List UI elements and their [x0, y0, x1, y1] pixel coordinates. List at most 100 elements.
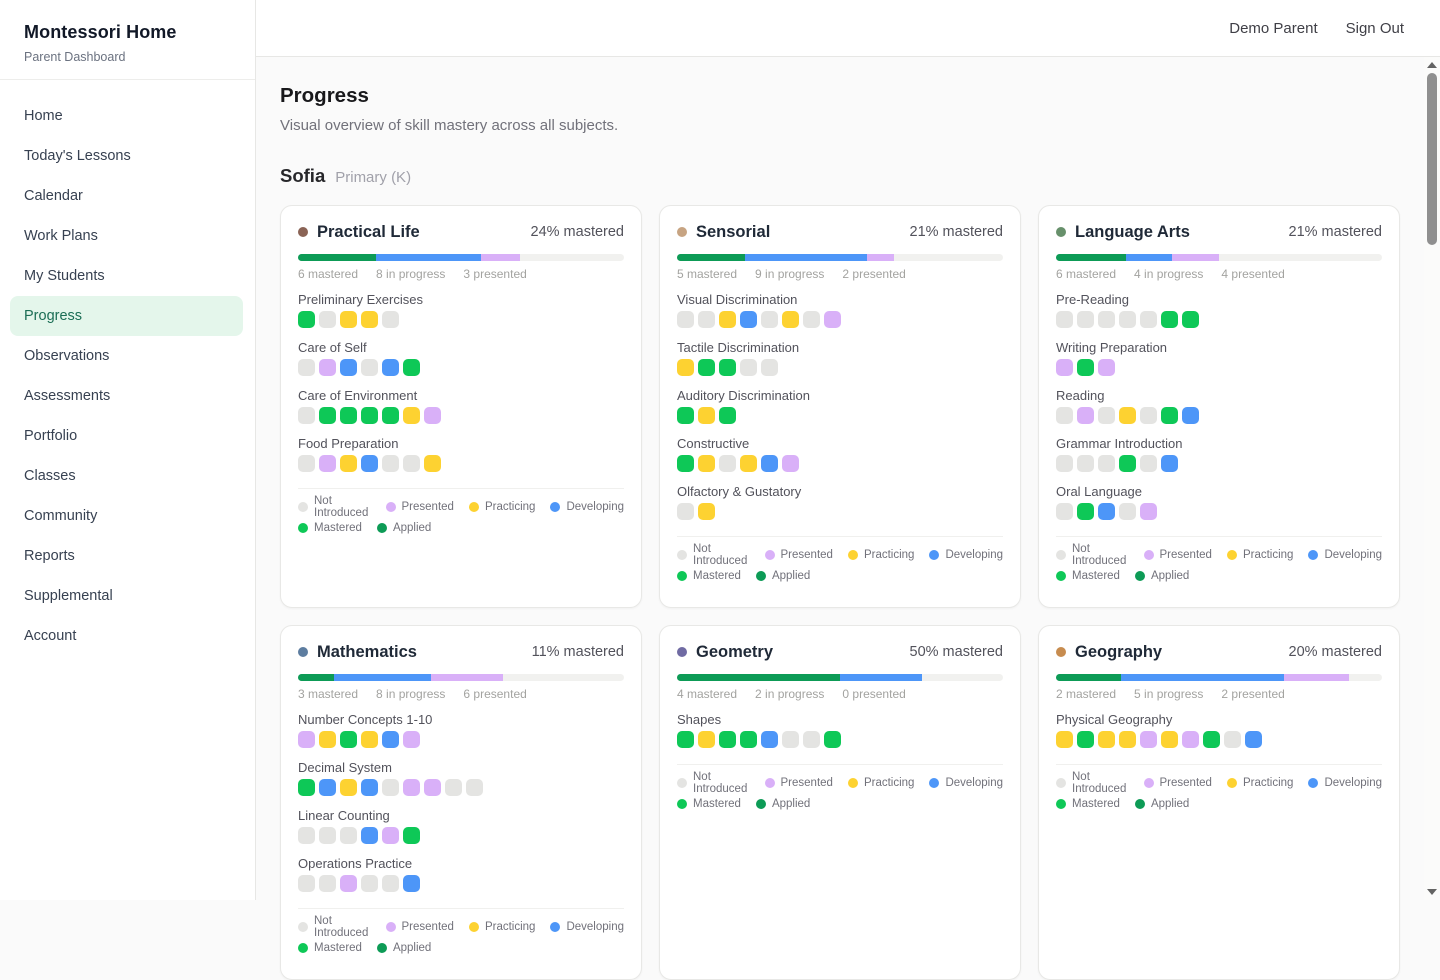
stat-presented: 3 presented	[463, 267, 527, 281]
legend-dot-icon	[929, 550, 940, 560]
legend-dot-icon	[385, 502, 396, 512]
legend-item-mastered: Mastered	[677, 798, 741, 810]
stat-presented: 0 presented	[842, 687, 906, 701]
skill-dot-presented	[319, 359, 336, 376]
skill-dot-developing	[761, 455, 778, 472]
skill-group-label: Visual Discrimination	[677, 292, 798, 307]
legend-dot-icon	[468, 502, 479, 512]
sidebar-item-work-plans[interactable]: Work Plans	[24, 228, 98, 244]
legend-dot-icon	[376, 523, 387, 533]
subject-name: Language Arts	[1075, 222, 1190, 241]
legend-label: Applied	[771, 798, 811, 810]
skill-dot-mastered	[403, 827, 420, 844]
legend-dot-icon	[550, 502, 561, 512]
sign-out-link[interactable]: Sign Out	[1345, 19, 1404, 37]
card-header: Sensorial 21% mastered	[677, 222, 1003, 242]
skill-dot-mastered	[382, 407, 399, 424]
skill-dot-developing	[319, 779, 336, 796]
app-title: Montessori Home	[24, 22, 177, 42]
legend-label: Mastered	[1072, 570, 1120, 582]
student-level: Primary (K)	[335, 169, 412, 186]
sidebar-item-reports[interactable]: Reports	[24, 548, 75, 564]
sidebar-item-home[interactable]: Home	[24, 108, 63, 124]
legend-item-developing: Developing	[1308, 777, 1382, 789]
skill-dot-developing	[403, 875, 420, 892]
legend-item-mastered: Mastered	[677, 570, 741, 582]
legend-label: Practicing	[863, 549, 915, 561]
skill-dot-practicing	[403, 407, 420, 424]
skill-group-label: Operations Practice	[298, 856, 413, 871]
skill-group-label: Reading	[1056, 388, 1105, 403]
legend-label: Applied	[392, 942, 432, 954]
skill-dot-not-introduced	[298, 407, 315, 424]
scrollbar-thumb[interactable]	[1427, 73, 1437, 245]
skill-dot-practicing	[1056, 731, 1073, 748]
card-header: Practical Life 24% mastered	[298, 222, 624, 242]
skill-group-grammar-introduction: Grammar Introduction	[1056, 436, 1382, 472]
skill-dot-not-introduced	[698, 311, 715, 328]
bar-segment-mastered	[1056, 674, 1122, 681]
bar-segment-mastered	[1056, 254, 1126, 261]
sidebar-item-progress[interactable]: Progress	[10, 296, 243, 336]
mastered-percentage: 11% mastered	[531, 644, 624, 660]
legend-dot-icon	[468, 922, 479, 932]
legend-dot-icon	[1056, 778, 1066, 788]
subject-stats: 2 mastered 5 in progress 2 presented	[1056, 687, 1382, 701]
skill-dot-developing	[1161, 455, 1178, 472]
scrollbar-up-arrow-icon[interactable]	[1427, 62, 1437, 68]
skill-dot-not-introduced	[1077, 455, 1094, 472]
legend-item-practicing: Practicing	[468, 501, 535, 513]
app-subtitle: Parent Dashboard	[24, 50, 126, 64]
skill-dots-row	[1056, 455, 1382, 472]
skill-dot-developing	[740, 311, 757, 328]
sidebar-item-classes[interactable]: Classes	[24, 468, 76, 484]
skill-dot-practicing	[698, 455, 715, 472]
sidebar-item-community[interactable]: Community	[24, 508, 98, 524]
skill-dot-mastered	[361, 407, 378, 424]
sidebar-item-calendar[interactable]: Calendar	[24, 188, 83, 204]
skill-dot-mastered	[1119, 455, 1136, 472]
sidebar-item-account[interactable]: Account	[24, 628, 77, 644]
legend-label: Developing	[945, 549, 1003, 561]
skill-dot-not-introduced	[1140, 455, 1157, 472]
legend-dot-icon	[1143, 550, 1154, 560]
legend-dot-icon	[1226, 778, 1237, 788]
legend-label: Presented	[401, 501, 454, 513]
skill-dot-not-introduced	[1119, 503, 1136, 520]
skill-dot-developing	[1182, 407, 1199, 424]
legend-item-applied: Applied	[1134, 570, 1189, 582]
sidebar-item-observations[interactable]: Observations	[24, 348, 110, 364]
legend-label: Developing	[1324, 777, 1382, 789]
sidebar-item-today-s-lessons[interactable]: Today's Lessons	[24, 148, 131, 164]
skill-dot-not-introduced	[677, 503, 694, 520]
sidebar-item-assessments[interactable]: Assessments	[24, 388, 111, 404]
legend-dot-icon	[376, 943, 387, 953]
skill-dot-mastered	[319, 407, 336, 424]
legend-item-practicing: Practicing	[1226, 777, 1293, 789]
skill-dot-mastered	[677, 407, 694, 424]
legend-row: Mastered Applied	[677, 570, 1003, 582]
skill-group-label: Shapes	[677, 712, 722, 727]
skill-dot-presented	[424, 779, 441, 796]
subject-color-dot-icon	[1056, 227, 1066, 237]
subject-cards-grid: Practical Life 24% mastered 6 mastered 8 in…	[280, 205, 1400, 980]
sidebar-item-portfolio[interactable]: Portfolio	[24, 428, 78, 444]
bar-segment-presented	[430, 674, 504, 681]
legend-dot-icon	[298, 523, 308, 533]
sidebar-item-supplemental[interactable]: Supplemental	[24, 588, 113, 604]
sidebar-item-my-students[interactable]: My Students	[24, 268, 105, 284]
legend-item-not-introduced: Not Introduced	[677, 771, 750, 795]
subject-name: Practical Life	[317, 222, 420, 241]
legend-dot-icon	[755, 571, 766, 581]
skill-dot-presented	[403, 779, 420, 796]
subject-card-practical-life: Practical Life 24% mastered 6 mastered 8 in…	[280, 205, 642, 608]
legend-row: Mastered Applied	[677, 798, 1003, 810]
skill-dot-developing	[382, 359, 399, 376]
subject-name: Geometry	[696, 642, 774, 661]
skill-dot-practicing	[1098, 731, 1115, 748]
legend-dot-icon	[298, 943, 308, 953]
scrollbar-down-arrow-icon[interactable]	[1427, 889, 1437, 895]
skill-dots-row	[298, 827, 624, 844]
legend-dot-icon	[847, 778, 858, 788]
skill-group-label: Auditory Discrimination	[677, 388, 810, 403]
